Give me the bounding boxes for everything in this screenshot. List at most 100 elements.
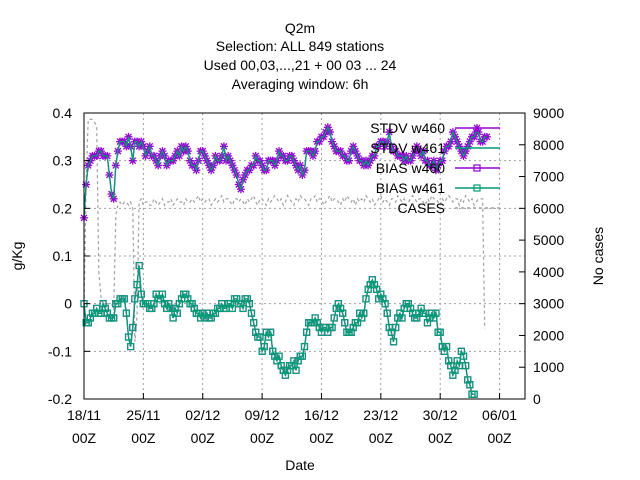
- data-point: [252, 328, 260, 336]
- data-point: [336, 304, 345, 313]
- x-tick-label: 09/12: [245, 407, 280, 423]
- data-point: [129, 323, 137, 332]
- data-point: [175, 300, 184, 308]
- data-point: [243, 295, 251, 303]
- data-point: [364, 285, 372, 293]
- y2-tick-label: 5000: [533, 232, 564, 248]
- legend: STDV w460 STDV w461 BIAS w460 BIAS w461 CASE…: [370, 120, 500, 216]
- data-point: [271, 352, 279, 360]
- x-tick-label: 16/12: [304, 407, 339, 423]
- data-point: [387, 328, 396, 336]
- series-line: [83, 265, 475, 395]
- data-point: [294, 357, 302, 365]
- data-point: [362, 295, 370, 303]
- data-point: [368, 276, 376, 284]
- data-point: [428, 309, 436, 317]
- data-point: [341, 319, 349, 327]
- legend-label: BIAS w460: [376, 160, 445, 176]
- data-point: [383, 309, 391, 317]
- data-point: [84, 319, 92, 327]
- legend-label: STDV w460: [370, 120, 445, 136]
- data-point: [171, 304, 179, 313]
- data-point: [425, 314, 434, 322]
- y-tick-label: -0.2: [48, 391, 72, 407]
- data-point: [309, 319, 317, 327]
- data-point: [358, 314, 366, 322]
- data-point: [122, 309, 131, 317]
- data-point: [339, 309, 347, 317]
- data-point: [482, 132, 491, 141]
- y-tick-label: 0.1: [53, 248, 73, 264]
- data-point: [165, 300, 173, 308]
- data-point: [169, 314, 177, 322]
- data-point: [462, 362, 470, 370]
- data-point: [413, 314, 421, 322]
- data-point: [101, 304, 109, 313]
- data-point: [273, 357, 281, 365]
- data-point: [313, 319, 321, 327]
- data-point: [459, 352, 468, 360]
- x-tick-label: 25/11: [126, 407, 160, 423]
- chart-title-line: Q2m: [285, 20, 315, 36]
- data-point: [447, 362, 455, 370]
- data-point: [334, 300, 343, 308]
- data-point: [440, 347, 449, 355]
- data-point: [114, 300, 122, 308]
- data-point: [328, 323, 336, 332]
- data-point: [266, 328, 275, 336]
- data-point: [160, 300, 169, 308]
- x-tick-label: 00Z: [309, 430, 334, 446]
- data-point: [226, 300, 234, 308]
- y-axis-label: g/Kg: [9, 242, 25, 271]
- data-point: [250, 319, 258, 327]
- data-point: [275, 352, 283, 360]
- data-point: [389, 338, 398, 346]
- data-point: [356, 309, 364, 317]
- data-point: [281, 371, 290, 379]
- data-point: [464, 376, 472, 384]
- series-bias-w461: [80, 261, 478, 398]
- data-point: [137, 290, 145, 298]
- data-point: [86, 314, 94, 322]
- x-tick-label: 30/12: [423, 407, 458, 423]
- series-stdv-w461: [83, 125, 487, 218]
- data-point: [103, 309, 111, 317]
- data-point: [211, 309, 220, 317]
- y-tick-label: 0.3: [53, 153, 73, 169]
- data-point: [247, 309, 256, 317]
- x-tick-label: 00Z: [191, 430, 216, 446]
- x-tick-label: 00Z: [428, 430, 453, 446]
- data-point: [379, 295, 387, 303]
- chart-title: Q2m Selection: ALL 849 stations Used 00,…: [204, 20, 397, 92]
- data-point: [239, 304, 247, 313]
- data-point: [124, 333, 133, 341]
- x-tick-label: 00Z: [250, 430, 275, 446]
- data-point: [438, 342, 446, 351]
- data-point: [167, 304, 175, 313]
- data-point: [233, 295, 241, 303]
- data-point: [300, 342, 309, 351]
- data-point: [260, 342, 268, 351]
- data-point: [283, 366, 292, 374]
- data-point: [381, 300, 389, 308]
- y2-tick-label: 3000: [533, 296, 564, 312]
- data-point: [182, 290, 190, 298]
- data-point: [442, 342, 451, 351]
- axis-ticks: 0.4 0.3 0.2 0.1 0 -0.1 -0.2 9000 8000 7000 6000 500…: [48, 105, 564, 446]
- data-point: [99, 300, 107, 308]
- data-point: [445, 357, 453, 365]
- data-point: [133, 281, 141, 289]
- x-tick-label: 23/12: [363, 407, 398, 423]
- data-point: [245, 300, 253, 308]
- data-point: [173, 309, 181, 317]
- y-tick-label: 0: [64, 296, 72, 312]
- grid: [84, 113, 525, 399]
- y2-tick-label: 6000: [533, 200, 564, 216]
- data-point: [470, 390, 478, 398]
- data-point: [258, 347, 266, 355]
- y2-tick-label: 2000: [533, 327, 564, 343]
- y-tick-label: 0.2: [53, 200, 73, 216]
- data-point: [349, 323, 357, 332]
- data-point: [430, 314, 438, 322]
- data-point: [332, 304, 340, 313]
